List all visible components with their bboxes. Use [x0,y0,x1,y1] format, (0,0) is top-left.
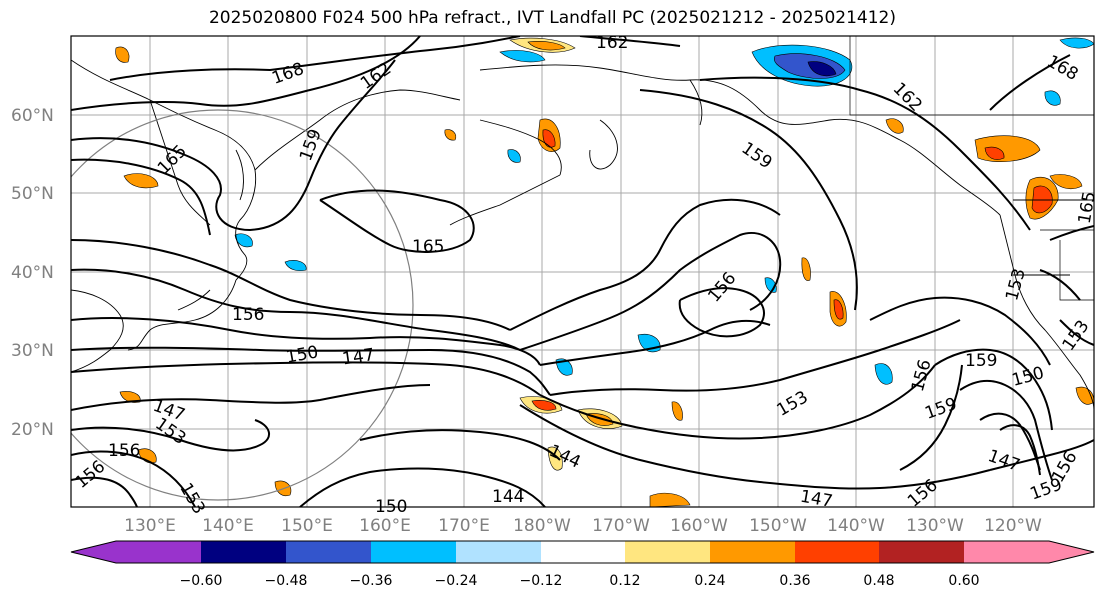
lon-tick-label: 170°E [438,516,490,536]
lon-tick-label: 170°W [592,516,650,536]
chart-title: 2025020800 F024 500 hPa refract., IVT La… [208,8,896,28]
lon-tick-label: 150°W [749,516,807,536]
map-border [70,35,1095,508]
map-content [71,36,1094,507]
lon-tick-label: 140°W [827,516,885,536]
colorbar-segment [371,541,456,563]
colorbar: −0.60 −0.48 −0.36 −0.24 −0.12 0.12 0.24 … [70,540,1095,589]
colorbar-tick-label: −0.12 [520,573,563,589]
contour-label: 159 [965,351,997,371]
colorbar-tick-label: −0.48 [265,573,308,589]
colorbar-tick-label: −0.60 [180,573,223,589]
contour-label: 144 [492,487,524,507]
colorbar-segment [541,541,625,563]
range-ring [71,109,414,501]
contour-label: 165 [412,237,444,257]
colorbar-tick-label: −0.24 [435,573,478,589]
lat-tick-label: 40°N [11,263,54,283]
colorbar-segment [286,541,371,563]
colorbar-segment [201,541,286,563]
lon-tick-label: 150°E [281,516,333,536]
colorbar-tick-label: −0.36 [350,573,393,589]
colorbar-tick-label: 0.60 [948,573,979,589]
lon-axis: 130°E 140°E 150°E 160°E 170°E 180°W 170°… [124,516,1042,536]
contour-label: 156 [108,441,140,461]
colorbar-segment [625,541,710,563]
colorbar-tick-label: 0.24 [694,573,725,589]
contour-label: 150 [375,497,407,517]
contour-label-group: 162 168 162 162 168 159 159 165 165 165 … [72,33,1100,518]
lon-tick-label: 160°E [359,516,411,536]
lat-axis: 60°N 50°N 40°N 30°N 20°N [11,106,54,440]
lon-tick-label: 120°W [984,516,1042,536]
colorbar-segment [71,541,201,563]
contour-label: 165 [1075,190,1100,225]
colorbar-tick-label: 0.48 [863,573,894,589]
colorbar-segment [795,541,879,563]
lon-tick-label: 180°W [513,516,571,536]
contour-label: 162 [596,33,628,53]
colorbar-segment [964,541,1094,563]
lon-tick-label: 130°W [906,516,964,536]
lon-tick-label: 140°E [202,516,254,536]
colorbar-tick-label: 0.12 [609,573,640,589]
lat-tick-label: 50°N [11,184,54,204]
colorbar-tick-label: 0.36 [779,573,810,589]
contour-label: 147 [341,345,376,369]
lat-tick-label: 30°N [11,341,54,361]
lat-tick-label: 20°N [11,420,54,440]
contour-label: 156 [232,305,264,325]
colorbar-segment [456,541,541,563]
lon-tick-label: 160°W [670,516,728,536]
lat-tick-label: 60°N [11,106,54,126]
colorbar-segment [710,541,795,563]
refractivity-contours [71,36,1094,507]
lon-tick-label: 130°E [124,516,176,536]
colorbar-segment [879,541,964,563]
coastlines [71,36,1094,411]
contour-label: 147 [799,487,834,512]
